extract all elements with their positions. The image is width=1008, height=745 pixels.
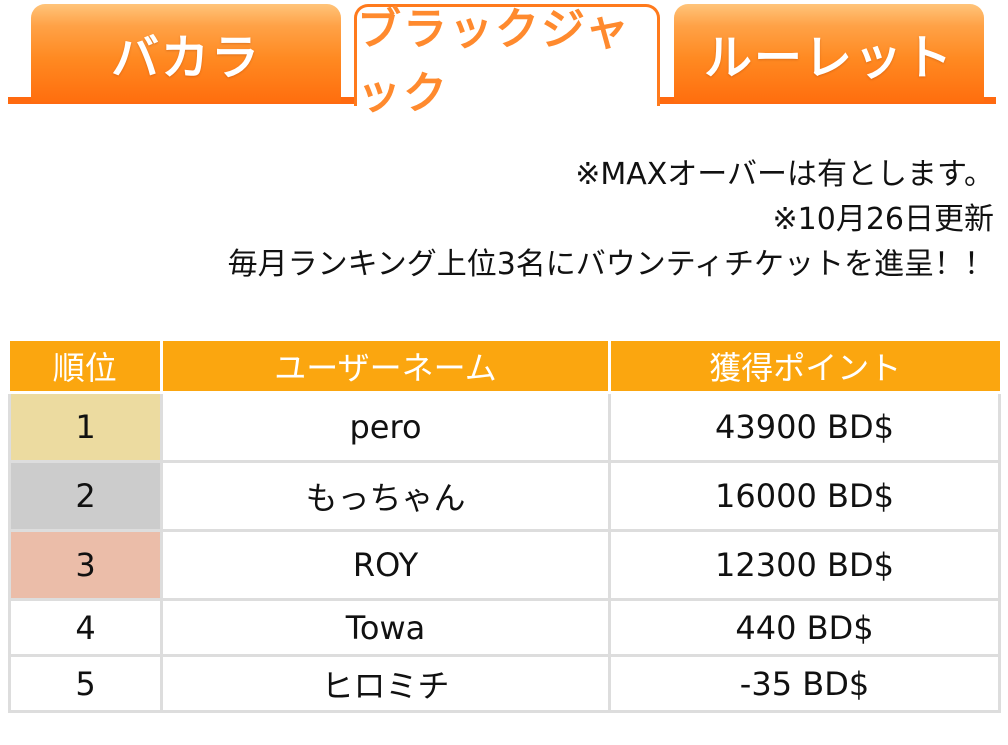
table-row: 5 ヒロミチ -35 BD$ — [8, 654, 1001, 713]
username-cell: ヒロミチ — [160, 654, 611, 713]
tab-roulette[interactable]: ルーレット — [674, 4, 984, 102]
points-cell: 43900 BD$ — [608, 391, 1001, 463]
username-cell: ROY — [160, 529, 611, 601]
rank-cell: 4 — [8, 598, 163, 657]
rank-cell: 5 — [8, 654, 163, 713]
points-cell: 16000 BD$ — [608, 460, 1001, 532]
column-header-username: ユーザーネーム — [160, 341, 611, 394]
game-tab-bar: バカラ ブラックジャック ルーレット — [8, 0, 996, 119]
tab-baccarat[interactable]: バカラ — [31, 4, 341, 102]
table-header-row: 順位 ユーザーネーム 獲得ポイント — [9, 341, 1000, 394]
rank-cell: 1 — [8, 391, 163, 463]
ranking-table: 順位 ユーザーネーム 獲得ポイント 1 pero 43900 BD$ 2 もっち… — [8, 341, 1001, 713]
rank-cell: 2 — [8, 460, 163, 532]
points-cell: 12300 BD$ — [608, 529, 1001, 601]
note-updated: ※10月26日更新 — [772, 202, 994, 237]
column-header-rank: 順位 — [9, 341, 163, 394]
points-cell: 440 BD$ — [608, 598, 1001, 657]
points-cell: -35 BD$ — [608, 654, 1001, 713]
table-row: 4 Towa 440 BD$ — [8, 598, 1001, 657]
rank-cell: 3 — [8, 529, 163, 601]
username-cell: もっちゃん — [160, 460, 611, 532]
tab-blackjack[interactable]: ブラックジャック — [354, 4, 660, 119]
note-reward: 毎月ランキング上位3名にバウンティチケットを進呈！！ — [227, 247, 994, 282]
username-cell: pero — [160, 391, 611, 463]
table-row: 2 もっちゃん 16000 BD$ — [8, 460, 1001, 532]
ranking-notes: ※MAXオーバーは有とします。 ※10月26日更新 毎月ランキング上位3名にバウ… — [34, 152, 994, 287]
column-header-points: 獲得ポイント — [608, 341, 1000, 394]
note-max-over: ※MAXオーバーは有とします。 — [575, 157, 994, 192]
table-row: 1 pero 43900 BD$ — [8, 391, 1001, 463]
username-cell: Towa — [160, 598, 611, 657]
table-row: 3 ROY 12300 BD$ — [8, 529, 1001, 601]
